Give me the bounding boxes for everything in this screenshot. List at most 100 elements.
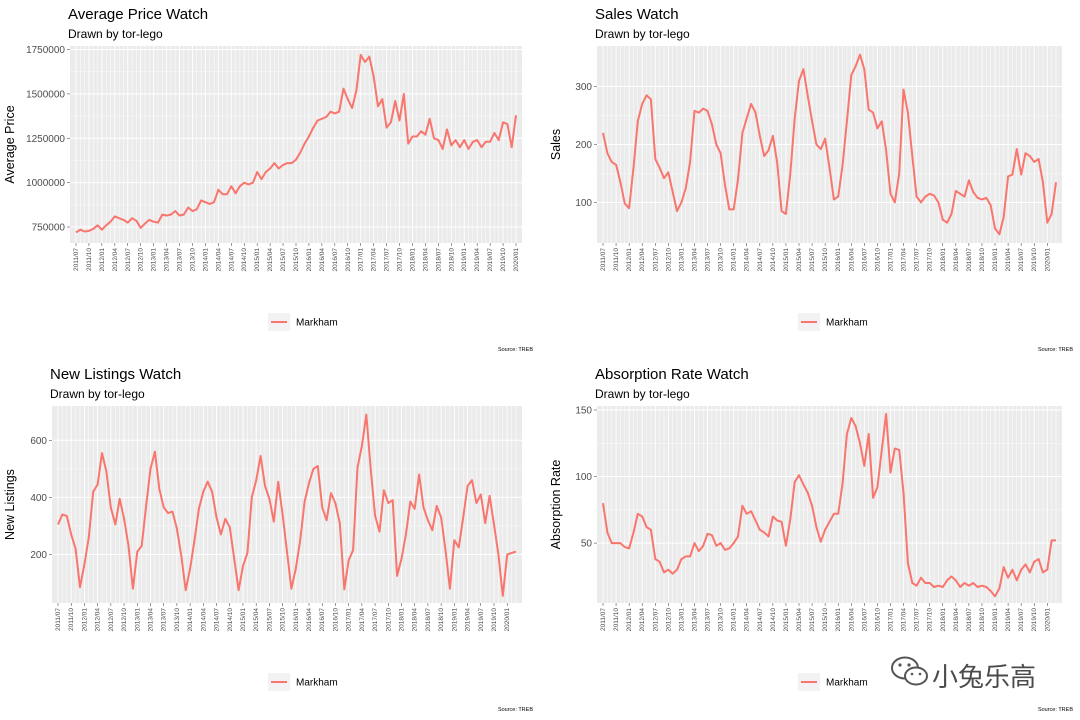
y-tick-label: 100 [575, 198, 592, 209]
x-tick-label: 2015/01 [783, 248, 790, 272]
x-tick-label: 2012/07 [108, 608, 115, 632]
x-tick-label: 2013/10 [718, 608, 725, 632]
y-axis-label: Average Price [3, 105, 17, 183]
x-tick-label: 2018/04 [412, 608, 419, 632]
x-tick-label: 2012/10 [121, 608, 128, 632]
x-tick-label: 2018/01 [409, 248, 416, 272]
x-tick-label: 2016/10 [874, 248, 881, 272]
x-tick-label: 2014/01 [731, 608, 738, 632]
x-tick-label: 2013/04 [164, 248, 171, 272]
x-tick-label: 2015/10 [822, 608, 829, 632]
x-tick-label: 2019/10 [500, 248, 507, 272]
x-tick-label: 2020/01 [504, 608, 511, 632]
x-tick-label: 2015/04 [267, 248, 274, 272]
x-tick-label: 2015/04 [796, 608, 803, 632]
x-tick-label: 2015/07 [266, 608, 273, 632]
legend-label: Markham [296, 318, 338, 329]
x-tick-label: 2012/01 [626, 248, 633, 272]
chart-title: Absorption Rate Watch [595, 366, 749, 383]
x-tick-label: 2014/10 [227, 608, 234, 632]
x-tick-label: 2018/04 [953, 248, 960, 272]
chart-svg: Absorption Rate Watch Drawn by tor-lego 20… [549, 366, 1073, 713]
x-tick-label: 2011/07 [55, 608, 62, 631]
x-tick-label: 2018/07 [425, 608, 432, 632]
y-tick-label: 200 [30, 550, 47, 561]
source-caption: Source: TREB [498, 347, 533, 353]
x-tick-label: 2013/04 [691, 608, 698, 632]
x-tick-label: 2018/10 [438, 608, 445, 632]
y-axis-label: New Listings [3, 469, 17, 540]
x-tick-label: 2012/04 [112, 248, 119, 272]
x-tick-label: 2012/07 [652, 248, 659, 272]
x-tick-label: 2011/10 [86, 248, 93, 271]
chart-title: Sales Watch [595, 6, 679, 23]
chart-subtitle: Drawn by tor-lego [68, 27, 163, 41]
x-tick-label: 2014/07 [757, 608, 764, 632]
x-tick-label: 2019/01 [992, 608, 999, 632]
x-tick-label: 2012/07 [125, 248, 132, 272]
x-tick-label: 2018/04 [422, 248, 429, 272]
y-tick-label: 50 [581, 539, 593, 550]
x-tick-label: 2020/01 [1044, 608, 1051, 632]
y-tick-label: 1250000 [26, 134, 65, 145]
x-tick-label: 2012/04 [639, 608, 646, 632]
x-tick-label: 2016/04 [848, 248, 855, 272]
legend-label: Markham [826, 318, 868, 329]
x-tick-label: 2014/10 [770, 248, 777, 272]
legend-label: Markham [296, 678, 338, 689]
y-axis-label: Sales [549, 129, 563, 160]
series-line-markham [75, 53, 517, 234]
x-tick-label: 2017/01 [346, 608, 353, 632]
x-tick-label: 2016/04 [306, 608, 313, 632]
x-tick-label: 2017/07 [372, 608, 379, 632]
x-tick-label: 2013/07 [177, 248, 184, 272]
x-tick-label: 2017/01 [887, 248, 894, 272]
y-tick-label: 150 [575, 405, 592, 416]
source-caption: Source: TREB [1038, 707, 1073, 713]
x-tick-label: 2019/01 [451, 608, 458, 632]
x-tick-label: 2012/04 [639, 248, 646, 272]
x-tick-label: 2019/04 [1005, 248, 1012, 272]
source-caption: Source: TREB [1038, 347, 1073, 353]
x-tick-label: 2019/10 [1031, 248, 1038, 272]
x-tick-label: 2017/07 [914, 248, 921, 272]
x-tick-label: 2014/01 [187, 608, 194, 632]
chart-subtitle: Drawn by tor-lego [50, 387, 145, 401]
absorption-rate-chart: Absorption Rate Watch Drawn by tor-lego 20… [540, 360, 1080, 720]
x-tick-label: 2015/07 [280, 248, 287, 272]
sales-chart: Sales Watch Drawn by tor-lego 2011/07 2011/… [540, 0, 1080, 360]
x-tick-label: 2013/10 [174, 608, 181, 632]
chart-svg: Sales Watch Drawn by tor-lego 2011/07 2011/… [549, 6, 1073, 353]
x-tick-label: 2011/07 [73, 248, 80, 271]
legend-label: Markham [826, 678, 868, 689]
y-tick-label: 300 [575, 82, 592, 93]
x-tick-label: 2012/01 [99, 248, 106, 272]
x-tick-label: 2015/10 [293, 248, 300, 272]
x-tick-label: 2012/04 [95, 608, 102, 632]
x-tick-label: 2017/04 [901, 608, 908, 632]
x-tick-label: 2016/04 [848, 608, 855, 632]
x-tick-label: 2019/07 [487, 248, 494, 272]
chart-title: New Listings Watch [50, 366, 181, 383]
watermark: 小兔乐高 [890, 655, 1060, 695]
x-tick-label: 2016/07 [861, 608, 868, 632]
x-tick-label: 2016/01 [306, 248, 313, 272]
watermark-text: 小兔乐高 [932, 663, 1037, 693]
y-tick-label: 750000 [32, 223, 66, 234]
x-tick-label: 2014/04 [215, 248, 222, 272]
y-tick-label: 1500000 [26, 89, 65, 100]
y-tick-label: 1750000 [26, 45, 65, 56]
x-tick-label: 2013/01 [678, 248, 685, 272]
x-tick-label: 2015/10 [822, 248, 829, 272]
average-price-chart: Average Price Watch Drawn by tor-lego 2011… [0, 0, 540, 360]
chart-subtitle: Drawn by tor-lego [595, 27, 690, 41]
x-tick-label: 2016/10 [345, 248, 352, 272]
x-tick-label: 2018/07 [966, 608, 973, 632]
x-tick-label: 2015/01 [254, 248, 261, 272]
x-tick-label: 2018/10 [979, 608, 986, 632]
wechat-icon [891, 656, 928, 686]
x-tick-label: 2017/07 [914, 608, 921, 632]
x-tick-label: 2012/07 [652, 608, 659, 632]
y-axis-label: Absorption Rate [549, 460, 563, 550]
x-tick-label: 2017/10 [927, 608, 934, 632]
